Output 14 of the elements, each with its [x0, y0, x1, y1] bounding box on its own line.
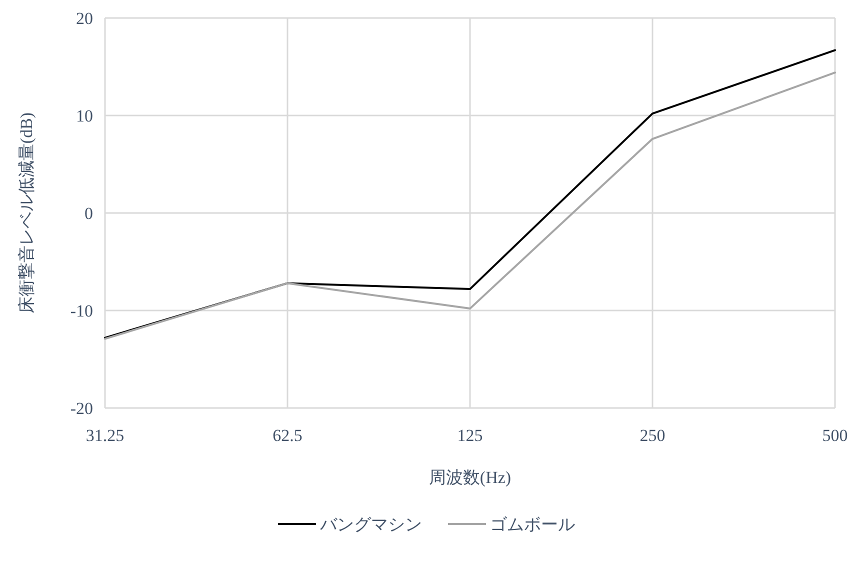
x-tick-label: 125: [457, 426, 483, 445]
x-tick-label: 500: [822, 426, 848, 445]
x-tick-label: 250: [640, 426, 666, 445]
y-tick-label: -10: [70, 302, 93, 320]
x-tick-label: 62.5: [272, 426, 302, 445]
y-tick-label: 10: [76, 106, 93, 126]
y-axis-title: 床衝撃音レベル低減量(dB): [17, 112, 36, 314]
x-axis-title: 周波数(Hz): [428, 468, 512, 487]
y-tick-label: 0: [84, 204, 93, 223]
y-tick-label: 20: [76, 9, 93, 28]
y-tick-label: -20: [70, 399, 93, 418]
legend-label: ゴムボール: [490, 515, 575, 534]
legend-label: バングマシン: [319, 515, 422, 534]
x-tick-label: 31.25: [86, 426, 124, 445]
